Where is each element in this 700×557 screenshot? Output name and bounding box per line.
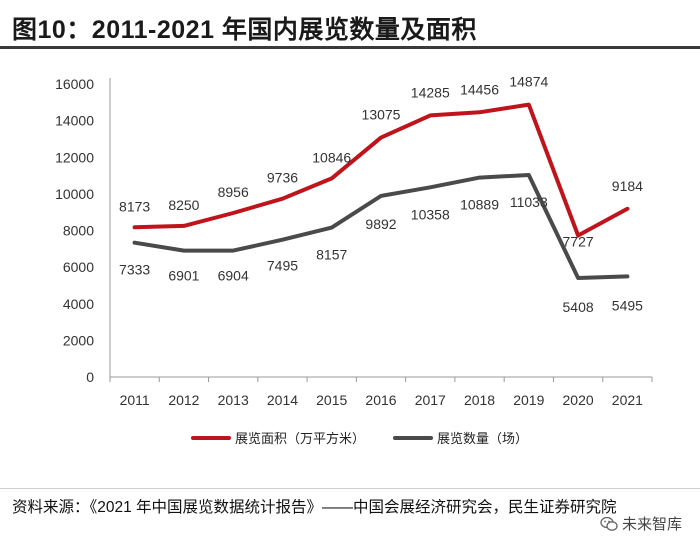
x-tick-label: 2015	[316, 392, 347, 408]
y-tick-label: 4000	[63, 296, 94, 312]
area-data-label: 8173	[119, 198, 150, 214]
area-data-label: 10846	[312, 149, 351, 165]
x-tick-label: 2012	[168, 392, 199, 408]
count-data-label: 5495	[612, 297, 643, 313]
count-data-label: 10889	[460, 197, 499, 213]
area-data-label: 7727	[563, 233, 594, 249]
legend-label-count: 展览数量（场）	[437, 431, 528, 446]
x-tick-label: 2020	[563, 392, 594, 408]
chart-title: 图10：2011-2021 年国内展览数量及面积	[12, 16, 477, 44]
x-tick-label: 2016	[365, 392, 396, 408]
count-data-label: 6901	[168, 268, 199, 284]
count-data-label: 5408	[563, 299, 594, 315]
y-tick-label: 6000	[63, 259, 94, 275]
count-series-line	[132, 173, 630, 280]
count-data-label: 6904	[218, 268, 249, 284]
area-data-label: 14285	[411, 84, 450, 100]
x-tick-label: 2019	[513, 392, 544, 408]
source-note: 资料来源：《2021 年中国展览数据统计报告》——中国会展经济研究会，民生证券研…	[12, 499, 617, 516]
footer-divider	[0, 488, 700, 489]
chart-legend: 展览面积（万平方米） 展览数量（场）	[191, 431, 528, 446]
y-tick-label: 14000	[55, 113, 94, 129]
legend-label-area: 展览面积（万平方米）	[235, 431, 365, 446]
area-data-label: 8956	[218, 184, 249, 200]
area-data-label: 9736	[267, 170, 298, 186]
y-tick-label: 10000	[55, 186, 94, 202]
count-data-label: 7495	[267, 258, 298, 274]
x-tick-label: 2017	[415, 392, 446, 408]
chart-series	[132, 102, 630, 280]
y-tick-label: 16000	[55, 76, 94, 92]
y-tick-label: 0	[86, 369, 94, 385]
chart-data-labels: 8173 8250 8956 9736 10846 13075 14285 14456 1487…	[119, 74, 643, 315]
area-data-label: 14874	[509, 74, 548, 90]
title-divider	[0, 46, 700, 49]
area-series-line	[132, 102, 630, 238]
line-chart: 0 2000 4000 6000 8000 10000 12000 14000 16000 201…	[55, 74, 653, 446]
x-tick-label: 2013	[218, 392, 249, 408]
wechat-icon	[600, 516, 618, 531]
watermark-text: 未来智库	[621, 516, 682, 533]
y-tick-label: 8000	[63, 223, 94, 239]
x-tick-label: 2018	[464, 392, 495, 408]
y-tick-label: 12000	[55, 149, 94, 165]
x-tick-label: 2011	[120, 392, 150, 408]
area-data-label: 9184	[612, 178, 643, 194]
area-data-label: 8250	[168, 197, 199, 213]
count-data-label: 8157	[316, 247, 347, 263]
chart-axes: 0 2000 4000 6000 8000 10000 12000 14000 16000 201…	[55, 76, 653, 408]
y-tick-label: 2000	[63, 332, 94, 348]
count-data-label: 11033	[510, 194, 548, 210]
area-data-label: 14456	[460, 81, 499, 97]
area-data-label: 13075	[362, 107, 401, 123]
count-data-label: 7333	[119, 262, 150, 278]
x-tick-label: 2021	[612, 392, 643, 408]
watermark: 未来智库	[600, 513, 682, 534]
count-data-label: 9892	[365, 216, 396, 232]
x-tick-label: 2014	[267, 392, 298, 408]
count-data-label: 10358	[411, 206, 450, 222]
